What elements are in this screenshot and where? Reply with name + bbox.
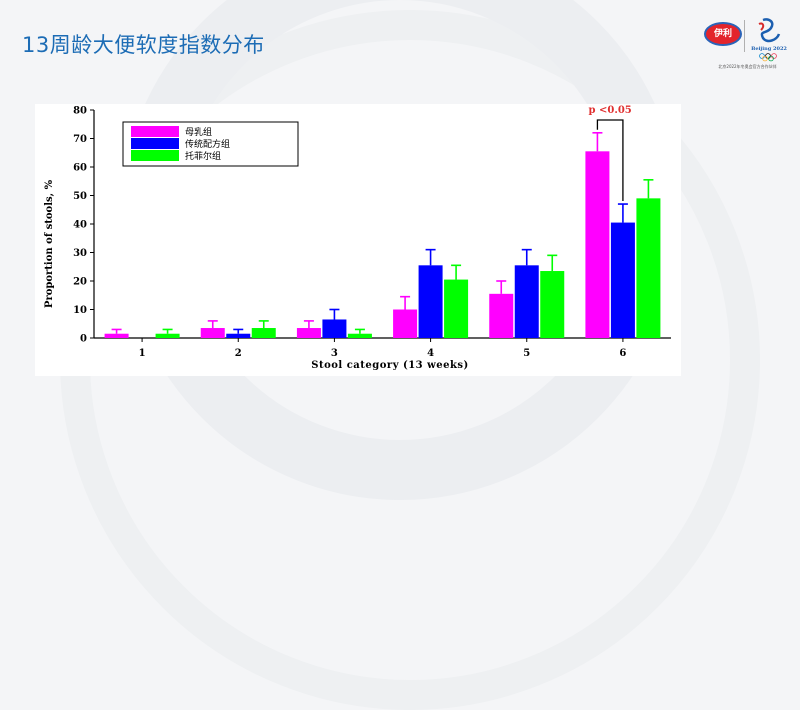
chart-panel: 0 10 20 30 40 50 60 70 80 1 2 3 4 5 6 Proportion of s… [35,104,681,376]
bar-series-3-cat-5 [540,271,565,338]
bar-series-1-cat-5 [489,293,514,338]
y-tick-label: 20 [73,277,87,288]
bar-series-1-cat-1 [104,333,129,338]
x-tick-label: 4 [427,348,434,359]
y-tick-label: 40 [73,220,87,231]
y-tick-label: 30 [73,248,87,259]
logo-divider [744,20,745,52]
x-ticks: 1 2 3 4 5 6 [139,338,626,359]
significance-bracket [596,119,624,202]
y-tick-label: 70 [73,134,87,145]
significance-annotation: p <0.05 [589,105,632,202]
significance-label: p <0.05 [589,105,632,116]
y-axis-label: Proportion of stools, % [44,179,55,308]
emblem-text: Beijing 2022 [751,46,787,52]
y-tick-label: 0 [80,334,87,345]
x-tick-label: 2 [235,348,242,359]
x-axis-label: Stool category (13 weeks) [311,360,469,371]
legend: 母乳组 传统配方组 托菲尔组 [122,121,299,167]
beijing-2022-emblem: Beijing 2022 [751,18,787,62]
bar-series-3-cat-4 [444,279,469,338]
bar-series-3-cat-2 [251,328,276,338]
bar-series-2-cat-3 [322,319,347,338]
x-tick-label: 5 [523,348,530,359]
bar-series-1-cat-3 [296,328,321,338]
legend-label-3: 托菲尔组 [185,150,221,162]
y-tick-label: 50 [73,191,87,202]
y-tick-label: 10 [73,305,87,316]
bar-series-2-cat-4 [418,265,443,338]
legend-swatch-1 [131,126,179,137]
x-tick-label: 6 [619,348,626,359]
sponsor-caption: 北京2022年冬奥会官方合作伙伴 [718,64,777,69]
yili-logo: 伊利 [704,22,742,46]
bar-series-2-cat-2 [226,333,251,338]
x-tick-label: 3 [331,348,338,359]
legend-label-2: 传统配方组 [185,138,230,150]
bar-series-3-cat-6 [636,198,661,338]
bars [104,151,661,338]
bar-series-2-cat-5 [514,265,539,338]
bar-chart: 0 10 20 30 40 50 60 70 80 1 2 3 4 5 6 Proportion of s… [44,105,671,371]
legend-label-1: 母乳组 [185,126,212,138]
bar-series-1-cat-2 [200,328,225,338]
y-tick-label: 80 [73,106,87,117]
y-ticks: 0 10 20 30 40 50 60 70 80 [73,106,94,345]
sponsor-logos: 伊利 Beijing 2022 北京2022年冬奥会官方合作伙伴 [700,10,795,70]
bar-series-2-cat-6 [610,222,635,338]
legend-swatch-3 [131,150,179,161]
bar-series-1-cat-6 [585,151,610,338]
y-tick-label: 60 [73,163,87,174]
bar-series-1-cat-4 [393,309,418,338]
slide-title: 13周龄大便软度指数分布 [22,33,265,57]
olympic-rings-icon [759,53,777,62]
bar-series-3-cat-1 [155,333,180,338]
x-tick-label: 1 [139,348,146,359]
error-bars [111,131,654,334]
legend-swatch-2 [131,138,179,149]
bar-series-3-cat-3 [347,333,372,338]
